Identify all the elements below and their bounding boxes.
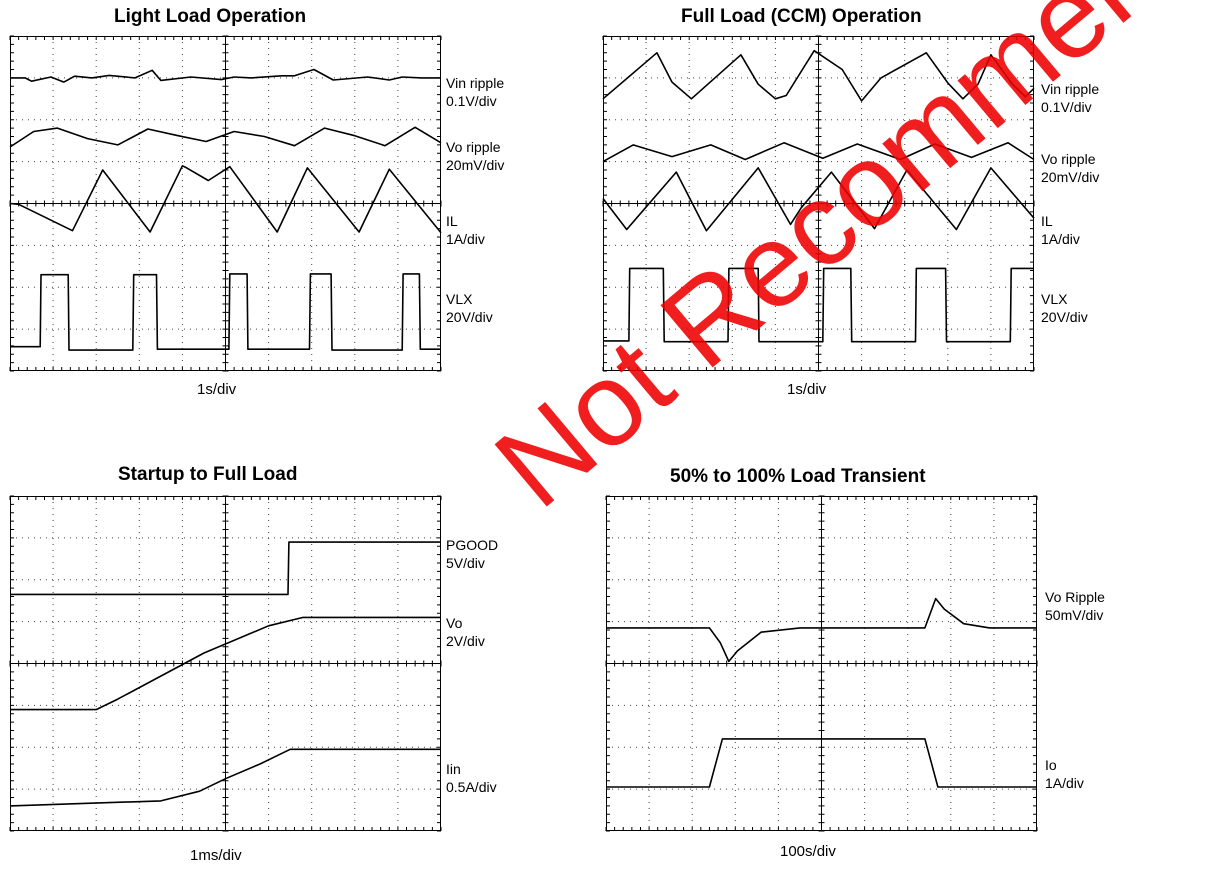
panel-title: Startup to Full Load — [118, 464, 298, 485]
scope-display — [602, 35, 1035, 372]
channel-label: IL 1A/div — [1041, 213, 1080, 247]
channel-label: VLX 20V/div — [1041, 291, 1088, 325]
graticule-ticks — [605, 495, 1038, 832]
channel-label: Vo Ripple 50mV/div — [1045, 589, 1105, 623]
trace-vo — [10, 616, 441, 711]
scope-display — [9, 35, 442, 372]
channel-label: Vo 2V/div — [446, 615, 485, 649]
trace-il — [602, 167, 1035, 232]
graticule-ticks — [9, 495, 442, 832]
graticule-ticks — [602, 35, 1035, 372]
channel-label: VLX 20V/div — [446, 291, 493, 325]
channel-label: Vin ripple 0.1V/div — [446, 75, 505, 109]
timebase-label: 1ms/div — [190, 847, 242, 864]
trace-vin-ripple — [10, 68, 441, 83]
trace-vlx — [603, 267, 1034, 343]
graticule — [9, 35, 442, 372]
graticule — [9, 495, 442, 832]
trace-vo-ripple — [606, 597, 1037, 663]
panel-title: Full Load (CCM) Operation — [681, 6, 922, 27]
trace-iin — [9, 748, 441, 807]
trace-vin-ripple — [602, 49, 1035, 102]
trace-pgood — [10, 541, 441, 596]
channel-label: Vo ripple 20mV/div — [1041, 151, 1100, 185]
trace-vlx — [10, 273, 441, 351]
graticule — [602, 35, 1035, 372]
timebase-label: 1s/div — [197, 381, 237, 398]
trace-io — [606, 738, 1037, 788]
channel-label: IL 1A/div — [446, 213, 485, 247]
trace-vo-ripple — [602, 142, 1035, 163]
channel-label: Vo ripple 20mV/div — [446, 139, 505, 173]
scope-display — [605, 495, 1038, 832]
channel-label: PGOOD 5V/div — [446, 537, 499, 571]
trace-vo-ripple — [9, 126, 442, 148]
scope-display — [9, 495, 442, 832]
graticule — [605, 495, 1038, 832]
timebase-label: 1s/div — [787, 381, 827, 398]
timebase-label: 100s/div — [780, 843, 836, 860]
trace-il — [9, 165, 442, 234]
channel-label: Iin 0.5A/div — [446, 761, 497, 795]
panel-title: Light Load Operation — [114, 6, 307, 27]
channel-label: Io 1A/div — [1045, 757, 1084, 791]
channel-label: Vin ripple 0.1V/div — [1041, 81, 1100, 115]
panel-title: 50% to 100% Load Transient — [670, 466, 926, 487]
